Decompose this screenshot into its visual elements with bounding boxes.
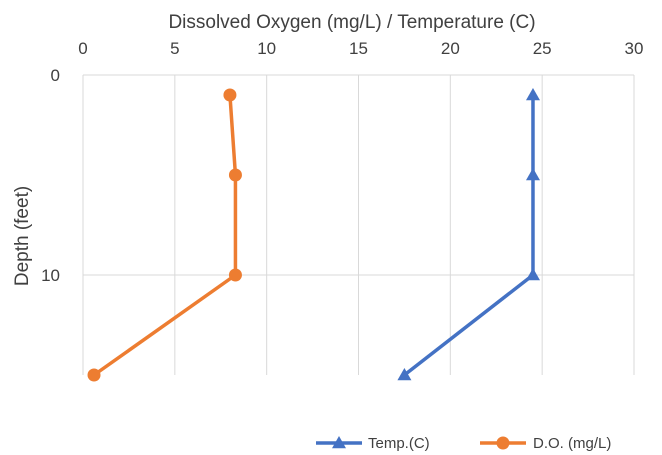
x-tick-labels: 0 5 10 15 20 25 30	[78, 39, 643, 58]
gridlines	[82, 74, 635, 375]
legend-item: D.O. (mg/L)	[480, 435, 611, 452]
data-point-triangle	[525, 168, 540, 181]
data-point-circle	[87, 368, 101, 382]
x-axis-title: Dissolved Oxygen (mg/L) / Temperature (C…	[168, 12, 535, 33]
y-tick-labels: 0 10	[41, 66, 60, 285]
y-tick-label: 10	[41, 266, 60, 285]
x-tick-label: 30	[625, 39, 644, 58]
y-tick-label: 0	[51, 66, 60, 85]
data-point-legend-triangle	[332, 436, 346, 449]
x-tick-label: 25	[533, 39, 552, 58]
data-point-circle	[228, 268, 242, 282]
series-line	[93, 94, 238, 377]
legend-label: D.O. (mg/L)	[533, 435, 611, 452]
x-tick-label: 5	[170, 39, 179, 58]
data-point-legend-circle	[496, 436, 510, 450]
series-line	[403, 95, 535, 377]
y-axis-title: Depth (feet)	[12, 186, 33, 286]
x-tick-label: 20	[441, 39, 460, 58]
x-tick-label: 0	[78, 39, 87, 58]
data-point-triangle	[397, 368, 412, 381]
legend-item: Temp.(C)	[316, 435, 430, 452]
series-dissolved-oxygen	[87, 88, 242, 382]
legend: Temp.(C) D.O. (mg/L)	[316, 435, 611, 452]
data-point-triangle	[525, 268, 540, 281]
series-temperature	[397, 88, 540, 381]
x-tick-label: 15	[349, 39, 368, 58]
legend-label: Temp.(C)	[368, 435, 430, 452]
data-point-circle	[223, 88, 237, 102]
x-tick-label: 10	[257, 39, 276, 58]
data-point-triangle	[525, 88, 540, 101]
series-layer	[87, 88, 540, 382]
data-point-circle	[228, 168, 242, 182]
